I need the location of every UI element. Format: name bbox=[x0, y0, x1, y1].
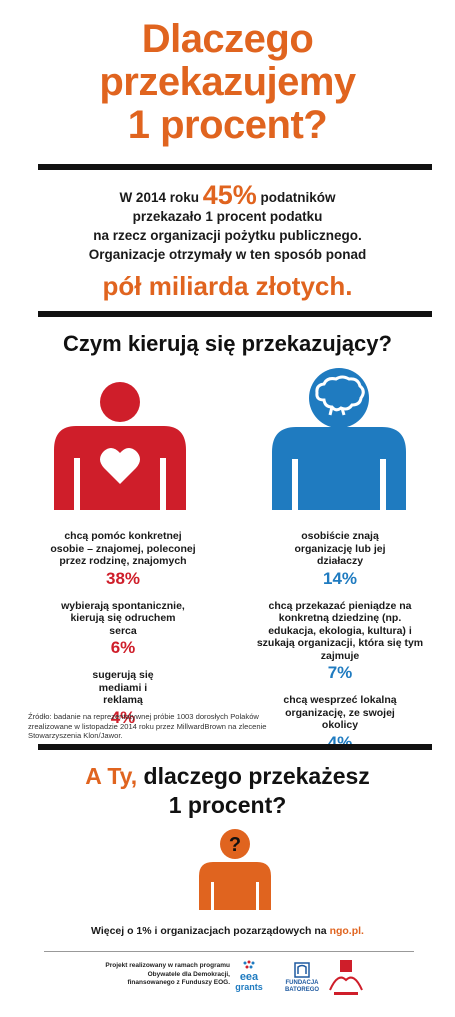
left-item-3-value: 4% bbox=[110, 707, 136, 727]
cta-accent: A Ty, bbox=[85, 763, 138, 789]
intro-post: podatników bbox=[260, 190, 336, 205]
left-item-1-text: chcą pomóc konkretnej osobie – znajomej,… bbox=[50, 530, 196, 567]
list-item: chcą przekazać pieniądze na konkretną dz… bbox=[256, 600, 424, 685]
right-column: osobiście znają organizację lub jej dzia… bbox=[256, 530, 424, 764]
title-line-2: przekazujemy bbox=[99, 60, 356, 104]
eea-logo-line-2: grants bbox=[235, 982, 263, 992]
more-info: Więcej o 1% i organizacjach pozarządowyc… bbox=[0, 925, 455, 937]
page-title: Dlaczego przekazujemy 1 procent? bbox=[0, 18, 455, 147]
intro-line-3: na rzecz organizacji pożytku publicznego… bbox=[93, 228, 362, 243]
section-heading: Czym kierują się przekazujący? bbox=[63, 331, 392, 356]
eea-logo-line-1: eea bbox=[239, 971, 259, 983]
right-item-2-text: chcą przekazać pieniądze na konkretną dz… bbox=[256, 599, 424, 662]
list-item: chcą wesprzeć lokalną organizację, ze sw… bbox=[256, 694, 424, 754]
credits-line-3: finansowanego z Funduszy EOG. bbox=[127, 979, 230, 986]
more-info-text: Więcej o 1% i organizacjach pozarządowyc… bbox=[91, 925, 327, 937]
title-line-3: 1 procent? bbox=[127, 103, 328, 147]
divider-middle bbox=[38, 311, 432, 317]
batory-foundation-logo: FUNDACJA BATOREGO bbox=[282, 962, 322, 1000]
list-item: sugerują się mediami i reklamą 4% bbox=[48, 669, 198, 729]
right-item-2-value: 7% bbox=[327, 663, 353, 682]
eea-grants-icon bbox=[243, 960, 255, 969]
person-heart-icon bbox=[54, 382, 186, 510]
source-note: Źródło: badanie na reprezentatywnej prób… bbox=[28, 712, 267, 740]
svg-text:?: ? bbox=[229, 834, 241, 856]
batory-logo-line-1: FUNDACJA bbox=[285, 980, 319, 986]
right-item-3-text: chcą wesprzeć lokalną organizację, ze sw… bbox=[283, 694, 397, 731]
eea-grants-logo: eea grants bbox=[232, 960, 266, 1000]
title-line-1: Dlaczego bbox=[141, 17, 314, 61]
batory-logo-line-2: BATOREGO bbox=[284, 987, 320, 993]
list-item: chcą pomóc konkretnej osobie – znajomej,… bbox=[48, 530, 198, 590]
divider-bottom bbox=[38, 744, 432, 750]
credits-line-2: Obywatele dla Demokracji, bbox=[147, 970, 230, 978]
credits: Projekt realizowany w ramach programu Ob… bbox=[40, 962, 230, 988]
intro-highlight: pół miliarda złotych. bbox=[102, 271, 353, 301]
left-item-3-text: sugerują się mediami i reklamą bbox=[92, 669, 154, 706]
batory-icon bbox=[294, 962, 310, 978]
left-item-1-value: 38% bbox=[105, 568, 141, 588]
intro-line-4: Organizacje otrzymały w ten sposób ponad bbox=[88, 247, 367, 262]
person-brain-icon bbox=[272, 368, 406, 510]
right-item-1-text: osobiście znają organizację lub jej dzia… bbox=[294, 530, 386, 567]
intro-line-2: przekazało 1 procent podatku bbox=[132, 209, 323, 224]
credits-line-1: Projekt realizowany w ramach programu bbox=[105, 962, 230, 969]
cta-heading: A Ty, dlaczego przekażesz 1 procent? bbox=[0, 762, 455, 820]
ngo-link[interactable]: ngo.pl. bbox=[329, 925, 364, 937]
right-item-1-value: 14% bbox=[322, 568, 358, 588]
left-column: chcą pomóc konkretnej osobie – znajomej,… bbox=[48, 530, 198, 739]
intro-block: W 2014 roku 45% podatników przekazało 1 … bbox=[0, 182, 455, 302]
intro-pre: W 2014 roku bbox=[119, 190, 199, 205]
cta-line-2: 1 procent? bbox=[168, 792, 287, 818]
list-item: wybierają spontanicznie, kierują się odr… bbox=[48, 600, 198, 660]
left-item-2-value: 6% bbox=[110, 638, 136, 657]
footer-divider bbox=[44, 951, 414, 952]
divider-top bbox=[38, 164, 432, 170]
klon-jawor-logo bbox=[329, 960, 363, 995]
cta-rest: dlaczego przekażesz bbox=[143, 763, 370, 789]
left-item-2-text: wybierają spontanicznie, kierują się odr… bbox=[61, 599, 185, 637]
list-item: osobiście znają organizację lub jej dzia… bbox=[256, 530, 424, 590]
person-question-icon: ? bbox=[199, 829, 271, 910]
intro-big-value: 45% bbox=[202, 180, 257, 210]
